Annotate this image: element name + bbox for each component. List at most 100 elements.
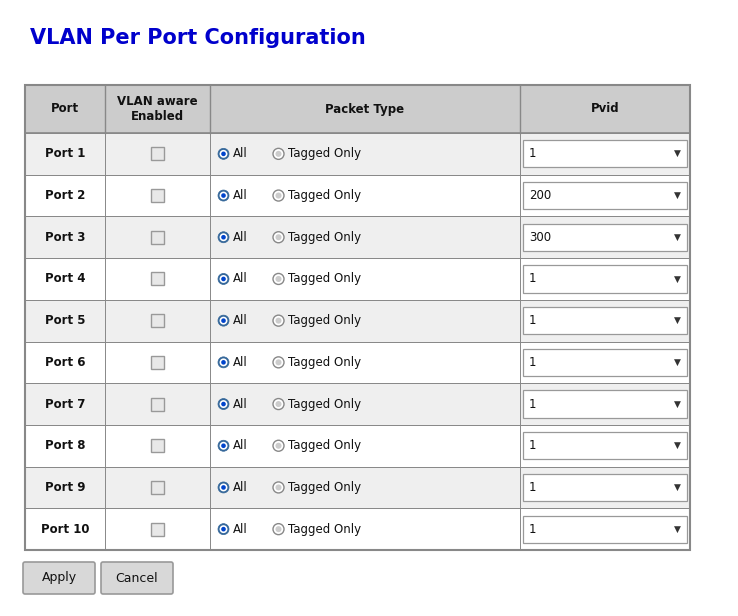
Text: 1: 1 [529,397,537,410]
Circle shape [273,232,284,243]
Text: 1: 1 [529,314,537,327]
Bar [523,349,687,376]
Text: 1: 1 [529,356,537,369]
Text: 1: 1 [529,522,537,536]
Bar [523,140,687,168]
Text: ▼: ▼ [674,191,680,200]
Text: Apply: Apply [41,572,77,585]
Text: Port 1: Port 1 [45,147,85,160]
Circle shape [273,148,284,160]
Text: Tagged Only: Tagged Only [288,481,361,494]
Text: ▼: ▼ [674,441,680,450]
Circle shape [273,524,284,535]
Circle shape [221,360,226,365]
Circle shape [219,484,227,492]
Text: Port 5: Port 5 [45,314,86,327]
Circle shape [273,399,284,410]
Bar [523,516,687,543]
Text: All: All [233,231,248,244]
Circle shape [219,525,227,533]
Bar [523,391,687,418]
Text: Port 9: Port 9 [45,481,86,494]
Text: ▼: ▼ [674,233,680,241]
Circle shape [218,190,229,201]
Text: Cancel: Cancel [116,572,159,585]
Text: Tagged Only: Tagged Only [288,439,361,452]
Circle shape [219,359,227,367]
Circle shape [275,401,281,407]
Circle shape [218,440,229,452]
Circle shape [275,526,281,532]
Text: ▼: ▼ [674,400,680,408]
Text: Port 2: Port 2 [45,189,85,202]
Circle shape [218,232,229,243]
Text: All: All [233,397,248,410]
Circle shape [275,276,281,282]
Bar [523,224,687,251]
Text: Tagged Only: Tagged Only [288,189,361,202]
Bar [151,522,164,536]
Circle shape [221,485,226,490]
Text: All: All [233,439,248,452]
Circle shape [275,318,281,323]
Bar [25,341,690,383]
Text: ▼: ▼ [674,316,680,325]
Bar [151,272,164,285]
Circle shape [273,274,284,285]
Circle shape [273,440,284,452]
Bar [151,356,164,369]
Text: ▼: ▼ [674,149,680,158]
Text: Port 7: Port 7 [45,397,85,410]
Circle shape [273,357,284,368]
Bar [25,300,690,341]
Text: 1: 1 [529,481,537,494]
Text: All: All [233,189,248,202]
Text: Tagged Only: Tagged Only [288,272,361,285]
Circle shape [275,359,281,365]
Text: All: All [233,522,248,536]
Text: 1: 1 [529,272,537,285]
Text: Tagged Only: Tagged Only [288,147,361,160]
Text: Tagged Only: Tagged Only [288,522,361,536]
Circle shape [221,402,226,407]
Circle shape [219,317,227,325]
Circle shape [219,442,227,450]
Circle shape [275,234,281,240]
Circle shape [218,399,229,410]
Bar [151,439,164,452]
Circle shape [221,527,226,532]
Text: 300: 300 [529,231,551,244]
Text: Tagged Only: Tagged Only [288,314,361,327]
Circle shape [221,235,226,240]
Circle shape [275,443,281,449]
Text: Tagged Only: Tagged Only [288,231,361,244]
Bar [523,265,687,293]
Circle shape [218,524,229,535]
FancyBboxPatch shape [101,562,173,594]
Text: ▼: ▼ [674,275,680,283]
Text: All: All [233,314,248,327]
Circle shape [221,193,226,198]
Bar [151,231,164,244]
Circle shape [219,192,227,200]
Text: Port 10: Port 10 [41,522,89,536]
Text: All: All [233,147,248,160]
Text: 1: 1 [529,147,537,160]
Circle shape [219,150,227,158]
Circle shape [218,148,229,160]
Circle shape [219,400,227,408]
Bar [523,474,687,501]
Bar [151,147,164,160]
Circle shape [218,357,229,368]
Text: Port 6: Port 6 [45,356,86,369]
Circle shape [221,277,226,282]
Bar [523,307,687,334]
Circle shape [273,482,284,493]
Circle shape [221,444,226,448]
Bar [151,481,164,494]
Bar [25,383,690,425]
Text: 200: 200 [529,189,551,202]
Circle shape [218,274,229,285]
Circle shape [275,151,281,157]
Circle shape [221,318,226,323]
